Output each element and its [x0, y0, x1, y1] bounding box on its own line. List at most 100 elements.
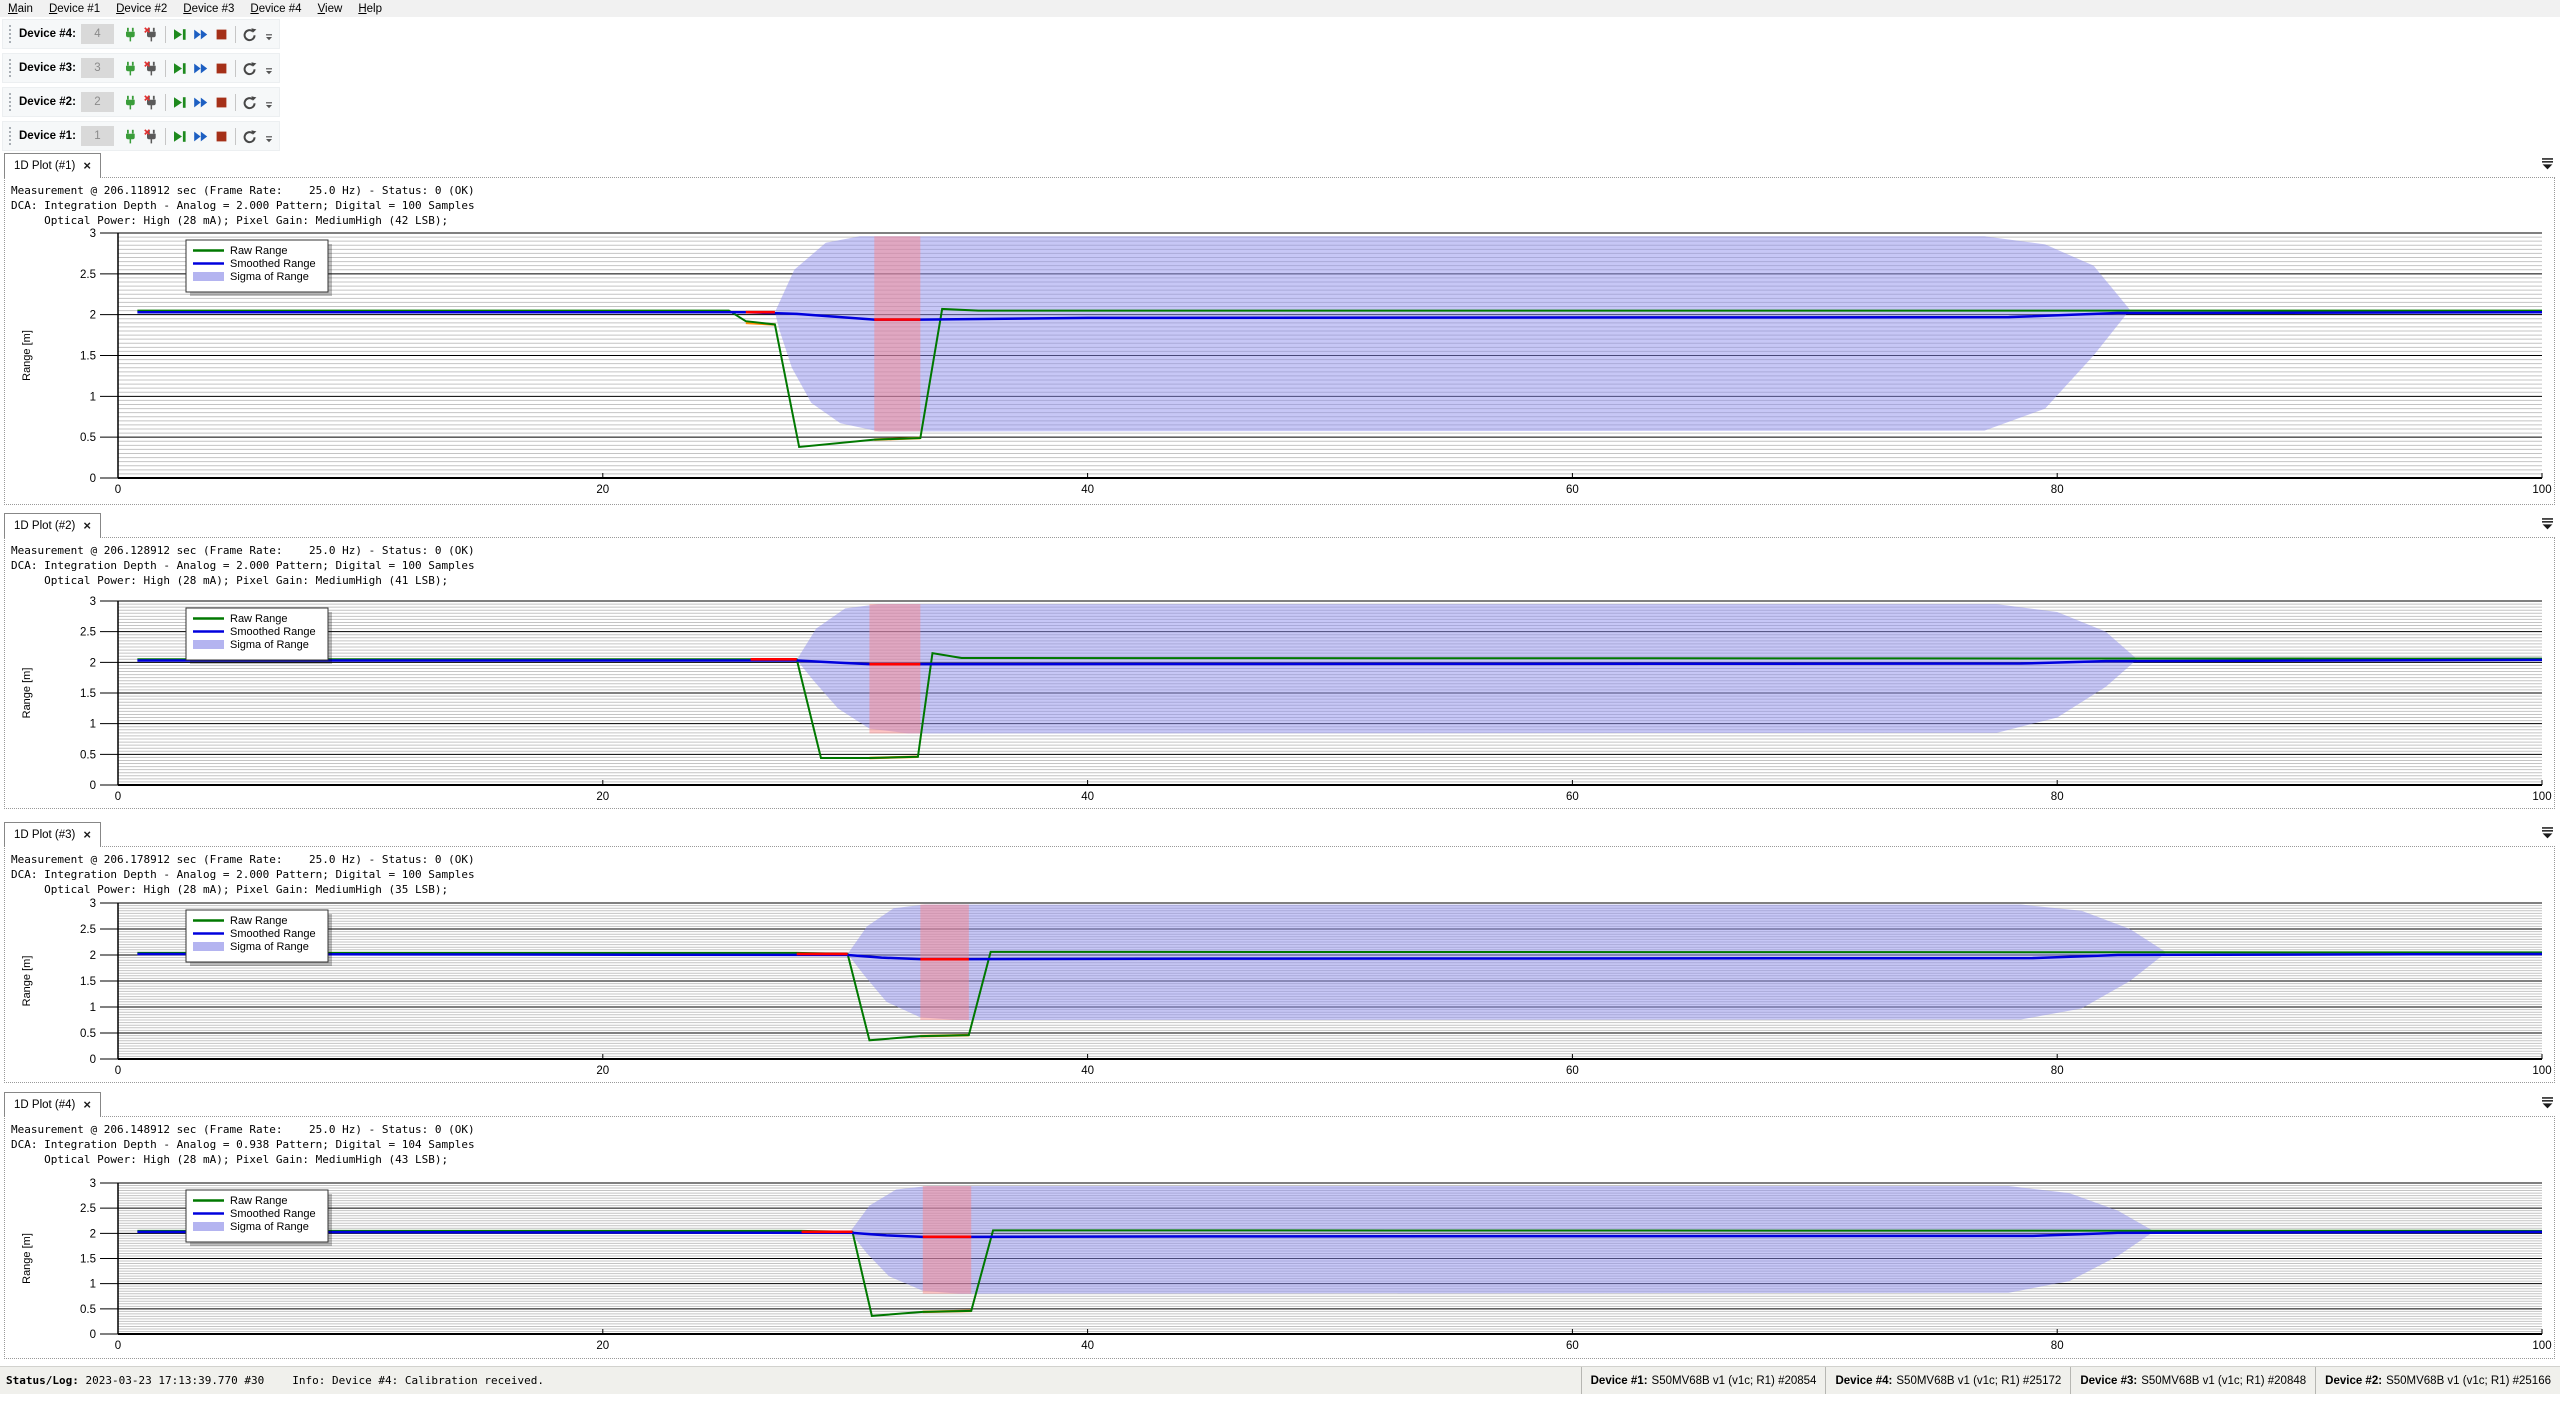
restart-button[interactable]	[239, 92, 260, 113]
close-icon[interactable]: ×	[83, 827, 91, 842]
connect-button[interactable]	[120, 92, 141, 113]
invalid-data-band	[922, 1186, 972, 1294]
status-log-text: Status/Log: 2023-03-23 17:13:39.770 #30 I…	[0, 1374, 544, 1387]
menu-item-device-4[interactable]: Device #4	[250, 2, 302, 15]
plot-panel-3: 1D Plot (#3) × 0 20 40 60 80 100 0 0.5 1 1.5 2 2.5 3 Ra…	[0, 821, 2560, 1084]
svg-text:0: 0	[90, 1329, 96, 1341]
connect-button[interactable]	[120, 24, 141, 45]
plot-panel-2: 1D Plot (#2) × 0 20 40 60 80 100 0 0.5 1 1.5 2 2.5 3 Ra…	[0, 512, 2560, 810]
play-pause-button[interactable]	[169, 92, 190, 113]
tab-label: 1D Plot (#2)	[14, 520, 76, 532]
toolbar-overflow-button[interactable]	[264, 97, 274, 115]
fast-forward-button[interactable]	[190, 126, 211, 147]
dock-arrow-icon	[2542, 158, 2553, 170]
menu-item-view[interactable]: View	[317, 2, 343, 15]
svg-text:3: 3	[90, 898, 96, 910]
menu-item-main[interactable]: Main	[8, 2, 33, 15]
stop-icon	[216, 29, 227, 39]
status-device-device-1-: Device #1: S50MV68B v1 (v1c; R1) #20854	[1580, 1367, 1826, 1394]
play-pause-icon	[173, 96, 186, 108]
restart-button[interactable]	[239, 126, 260, 147]
menu-item-help[interactable]: Help	[358, 2, 382, 15]
legend-label: Raw Range	[230, 613, 287, 625]
svg-text:2.5: 2.5	[80, 269, 96, 281]
y-tick-labels: 0 0.5 1 1.5 2 2.5 3	[80, 898, 96, 1066]
menu-item-device-3[interactable]: Device #3	[183, 2, 235, 15]
toolbar-grip[interactable]	[9, 93, 14, 111]
status-device-label: Device #2:	[2325, 1374, 2383, 1387]
svg-text:0: 0	[90, 780, 96, 792]
plot-chart[interactable]: 0 20 40 60 80 100 0 0.5 1 1.5 2 2.5 3 Range [m] Raw Ra…	[0, 846, 2560, 1084]
toolbar-grip[interactable]	[9, 59, 14, 77]
play-pause-button[interactable]	[169, 58, 190, 79]
fast-forward-button[interactable]	[190, 92, 211, 113]
disconnect-button[interactable]	[141, 92, 162, 113]
tab-1d-plot-4[interactable]: 1D Plot (#4) ×	[4, 1092, 101, 1117]
close-icon[interactable]: ×	[83, 518, 91, 533]
tab-bar: 1D Plot (#2) ×	[0, 512, 2560, 538]
toolbar-overflow-button[interactable]	[264, 63, 274, 81]
plot-chart[interactable]: 0 20 40 60 80 100 0 0.5 1 1.5 2 2.5 3 Range [m] Raw Ra…	[0, 177, 2560, 506]
chevron-down-icon	[265, 34, 272, 41]
toolbar-separator	[234, 59, 236, 77]
svg-text:20: 20	[596, 791, 609, 803]
toolbar-grip[interactable]	[9, 25, 14, 43]
stop-button[interactable]	[211, 58, 232, 79]
legend-label: Smoothed Range	[230, 928, 316, 940]
fast-forward-button[interactable]	[190, 24, 211, 45]
plot-panel-1: 1D Plot (#1) × 0 20 40 60 80 100 0 0.5 1 1.5 2 2.5 3 Ra…	[0, 152, 2560, 506]
restart-icon	[243, 129, 257, 143]
connect-button[interactable]	[120, 126, 141, 147]
close-icon[interactable]: ×	[83, 1097, 91, 1112]
plot-chart[interactable]: 0 20 40 60 80 100 0 0.5 1 1.5 2 2.5 3 Range [m] Raw Ra…	[0, 537, 2560, 810]
status-device-list: Device #1: S50MV68B v1 (v1c; R1) #20854 De…	[1580, 1367, 2560, 1394]
legend-label: Raw Range	[230, 1195, 287, 1207]
play-pause-icon	[173, 130, 186, 142]
svg-text:0.5: 0.5	[80, 749, 96, 761]
toolbar-overflow-button[interactable]	[264, 131, 274, 149]
svg-text:60: 60	[1566, 1340, 1579, 1352]
toolbar-separator	[164, 127, 166, 145]
toolbar-overflow-button[interactable]	[264, 29, 274, 47]
plot-chart[interactable]: 0 20 40 60 80 100 0 0.5 1 1.5 2 2.5 3 Range [m] Raw Ra…	[0, 1116, 2560, 1360]
play-pause-button[interactable]	[169, 24, 190, 45]
stop-button[interactable]	[211, 126, 232, 147]
device-number-field[interactable]: 2	[80, 92, 114, 112]
plug-icon	[125, 95, 135, 109]
svg-text:0: 0	[115, 484, 121, 496]
stop-button[interactable]	[211, 92, 232, 113]
menu-item-device-2[interactable]: Device #2	[116, 2, 168, 15]
measurement-text: Measurement @ 206.148912 sec (Frame Rate…	[11, 1123, 475, 1166]
restart-button[interactable]	[239, 24, 260, 45]
device-number-field[interactable]: 1	[80, 126, 114, 146]
play-pause-button[interactable]	[169, 126, 190, 147]
tab-1d-plot-3[interactable]: 1D Plot (#3) ×	[4, 822, 101, 847]
invalid-data-band	[874, 236, 921, 432]
dock-menu-button[interactable]	[2540, 1095, 2556, 1111]
svg-text:1.5: 1.5	[80, 688, 96, 700]
device-number-field[interactable]: 4	[80, 24, 114, 44]
tab-label: 1D Plot (#4)	[14, 1099, 76, 1111]
x-tick-labels: 0 20 40 60 80 100	[115, 780, 2552, 803]
status-device-device-3-: Device #3: S50MV68B v1 (v1c; R1) #20848	[2070, 1367, 2315, 1394]
tab-1d-plot-1[interactable]: 1D Plot (#1) ×	[4, 153, 101, 178]
disconnect-button[interactable]	[141, 58, 162, 79]
dock-menu-button[interactable]	[2540, 156, 2556, 172]
toolbar-grip[interactable]	[9, 127, 14, 145]
status-device-info: S50MV68B v1 (v1c; R1) #20854	[1651, 1374, 1817, 1387]
svg-text:100: 100	[2532, 791, 2551, 803]
connect-button[interactable]	[120, 58, 141, 79]
device-number-field[interactable]: 3	[80, 58, 114, 78]
restart-button[interactable]	[239, 58, 260, 79]
disconnect-button[interactable]	[141, 126, 162, 147]
dock-menu-button[interactable]	[2540, 516, 2556, 532]
svg-text:40: 40	[1081, 1340, 1094, 1352]
menu-item-device-1[interactable]: Device #1	[48, 2, 101, 15]
dock-menu-button[interactable]	[2540, 825, 2556, 841]
fast-forward-button[interactable]	[190, 58, 211, 79]
tab-1d-plot-2[interactable]: 1D Plot (#2) ×	[4, 513, 101, 538]
stop-button[interactable]	[211, 24, 232, 45]
disconnect-button[interactable]	[141, 24, 162, 45]
close-icon[interactable]: ×	[83, 158, 91, 173]
y-axis-label: Range [m]	[21, 330, 33, 381]
